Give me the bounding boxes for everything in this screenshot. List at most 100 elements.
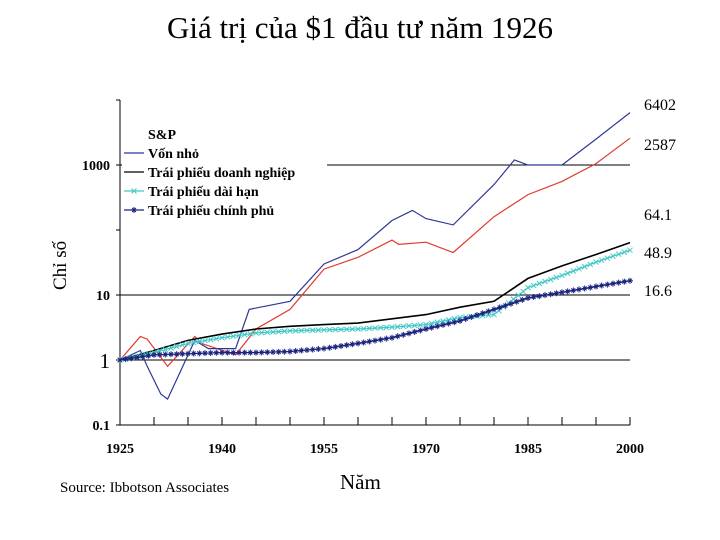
x-tick-label: 2000: [616, 442, 644, 457]
y-tick-label: 10: [96, 289, 110, 304]
star-marker: [604, 281, 611, 288]
star-marker: [270, 349, 276, 356]
star-marker: [168, 351, 174, 358]
x-marker: [491, 311, 497, 318]
x-marker: [264, 329, 271, 336]
star-marker: [179, 350, 186, 357]
star-marker: [185, 350, 191, 357]
end-value-label: 64.1: [644, 207, 672, 224]
star-marker: [372, 337, 378, 344]
x-axis-label: Năm: [340, 470, 381, 494]
x-marker: [372, 325, 378, 331]
star-marker: [366, 338, 373, 345]
y-tick-label: 1: [100, 349, 111, 373]
x-marker: [383, 324, 390, 331]
x-marker: [615, 251, 622, 258]
star-marker: [151, 351, 157, 358]
x-marker: [610, 253, 616, 260]
x-marker: [389, 324, 395, 331]
star-marker: [570, 287, 577, 294]
x-marker: [542, 278, 548, 285]
x-marker: [581, 263, 588, 270]
star-marker: [417, 327, 424, 334]
x-marker: [394, 323, 401, 330]
star-marker: [610, 280, 616, 287]
x-marker: [185, 340, 191, 347]
series-4: [117, 277, 633, 363]
star-marker: [547, 291, 554, 298]
x-marker: [258, 329, 265, 336]
x-marker: [292, 327, 299, 334]
star-marker: [457, 317, 463, 324]
star-marker: [508, 300, 514, 307]
x-marker: [604, 255, 611, 262]
star-marker: [275, 348, 282, 355]
star-marker: [587, 284, 594, 291]
end-value-label: 2587: [644, 137, 676, 154]
star-marker: [491, 306, 497, 313]
x-marker: [525, 284, 531, 291]
x-marker: [190, 339, 197, 346]
x-marker: [423, 321, 429, 328]
x-marker: [202, 337, 208, 344]
star-marker: [287, 348, 293, 355]
end-value-labels: 6402 2587 64.1 48.9 16.6: [644, 97, 676, 300]
star-marker: [615, 279, 622, 286]
star-marker: [445, 320, 452, 327]
x-marker: [241, 331, 248, 338]
star-marker: [530, 294, 537, 301]
x-marker: [593, 259, 599, 266]
chart-title: Giá trị của $1 đầu tư năm 1926: [166, 10, 554, 45]
star-marker: [236, 349, 242, 356]
star-marker: [202, 350, 208, 357]
x-marker: [366, 325, 373, 332]
axes: [116, 99, 631, 426]
star-marker: [576, 286, 582, 293]
x-marker: [332, 326, 339, 333]
star-marker: [513, 298, 520, 305]
star-marker: [264, 349, 271, 356]
star-marker: [553, 290, 560, 297]
star-marker: [468, 314, 475, 321]
star-marker: [247, 349, 254, 356]
x-tick-label: 1985: [514, 442, 542, 457]
star-marker: [400, 331, 407, 338]
x-marker: [287, 328, 293, 334]
star-marker: [281, 348, 288, 355]
star-marker: [621, 278, 628, 285]
x-marker: [553, 274, 560, 281]
x-marker: [207, 336, 214, 343]
x-marker: [417, 322, 424, 328]
x-marker: [230, 333, 237, 340]
star-marker: [224, 349, 231, 356]
star-marker: [536, 293, 543, 300]
star-marker: [298, 347, 305, 354]
star-marker: [406, 330, 412, 337]
star-marker: [559, 289, 565, 296]
x-marker: [406, 323, 412, 329]
x-tick-label: 1925: [106, 442, 134, 457]
y-tick-label: 1000: [82, 159, 110, 174]
x-marker: [179, 342, 186, 348]
series-line: [119, 112, 631, 401]
star-marker: [496, 304, 503, 311]
x-marker: [196, 338, 203, 345]
star-marker: [230, 349, 237, 356]
star-marker: [581, 285, 588, 292]
star-marker: [156, 351, 163, 358]
x-marker: [515, 292, 522, 299]
star-marker: [173, 351, 180, 358]
star-marker: [343, 342, 350, 349]
star-marker: [315, 346, 322, 353]
star-marker: [207, 349, 214, 356]
series-0: [119, 137, 631, 368]
end-value-label: 16.6: [644, 283, 672, 300]
x-marker: [338, 326, 344, 333]
star-marker: [292, 348, 299, 355]
x-marker: [304, 327, 310, 334]
star-marker: [485, 308, 492, 315]
x-marker: [131, 188, 137, 194]
x-tick-label: 1940: [208, 442, 236, 457]
star-marker: [321, 345, 327, 352]
end-value-label: 6402: [644, 97, 676, 114]
